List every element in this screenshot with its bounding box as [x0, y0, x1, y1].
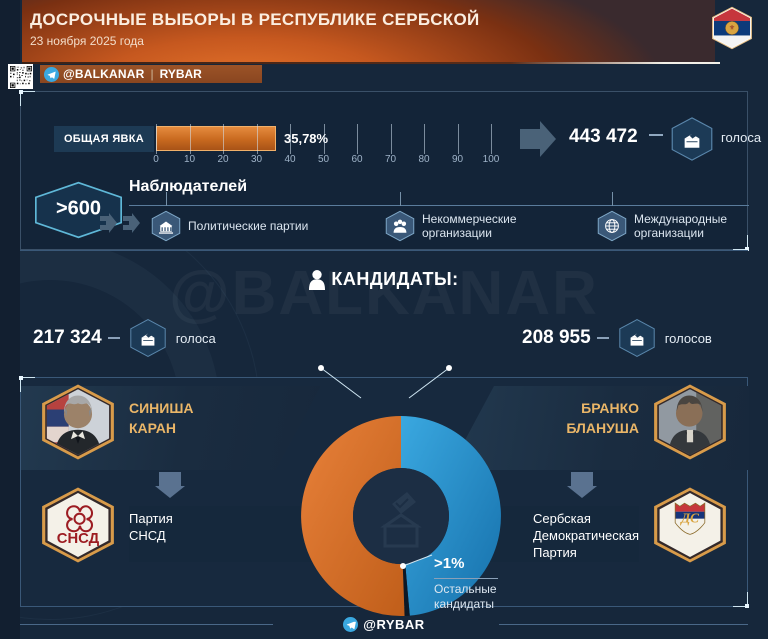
- svg-text:>600: >600: [56, 198, 101, 220]
- svg-text:⚜: ⚜: [729, 24, 735, 32]
